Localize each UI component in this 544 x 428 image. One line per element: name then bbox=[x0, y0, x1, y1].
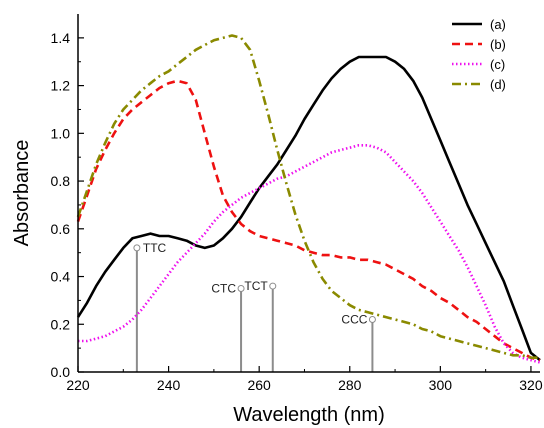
legend-label-b: (b) bbox=[490, 37, 506, 52]
annotation-layer: TTC CTC TCT CCC bbox=[133, 241, 376, 372]
y-axis-title: Absorbance bbox=[11, 140, 33, 247]
legend-label-d: (d) bbox=[490, 77, 506, 92]
y-tick-label: 1.0 bbox=[51, 125, 71, 141]
legend: (a) (b) (c) (d) bbox=[452, 17, 506, 92]
annotation-marker-ccc bbox=[368, 315, 376, 323]
series-line-b bbox=[76, 79, 541, 362]
annotation-marker-tct bbox=[269, 282, 277, 290]
x-tick-label: 300 bbox=[429, 377, 453, 393]
y-tick-label: 0.4 bbox=[51, 269, 71, 285]
annotation-label-ttc: TTC bbox=[143, 241, 167, 255]
annotation-label-tct: TCT bbox=[244, 279, 268, 293]
y-tick-label: 0.6 bbox=[51, 221, 71, 237]
annotation-marker-ttc bbox=[133, 244, 141, 252]
x-tick-label: 320 bbox=[519, 377, 543, 393]
x-axis-title: Wavelength (nm) bbox=[233, 404, 385, 426]
legend-label-a: (a) bbox=[490, 17, 506, 32]
y-tick-label: 0.0 bbox=[51, 364, 71, 380]
series-line-d bbox=[76, 34, 540, 360]
annotation-label-ctc: CTC bbox=[211, 281, 236, 295]
x-tick-label: 280 bbox=[338, 377, 362, 393]
x-tick-label: 260 bbox=[247, 377, 271, 393]
series-layer bbox=[76, 34, 541, 364]
y-tick-label: 0.2 bbox=[51, 316, 71, 332]
axes-layer: 220 240 260 280 300 320 0.0 0.2 0.4 0.6 0.8 1.0 1.2 1… bbox=[51, 14, 543, 393]
y-tick-label: 1.4 bbox=[51, 30, 71, 46]
annotation-marker-ctc bbox=[237, 284, 245, 292]
series-line-a bbox=[76, 55, 541, 362]
legend-label-c: (c) bbox=[490, 57, 505, 72]
y-tick-label: 1.2 bbox=[51, 78, 71, 94]
x-tick-label: 220 bbox=[66, 377, 90, 393]
y-tick-label: 0.8 bbox=[51, 173, 71, 189]
x-tick-label: 240 bbox=[157, 377, 181, 393]
annotation-label-ccc: CCC bbox=[341, 312, 367, 326]
